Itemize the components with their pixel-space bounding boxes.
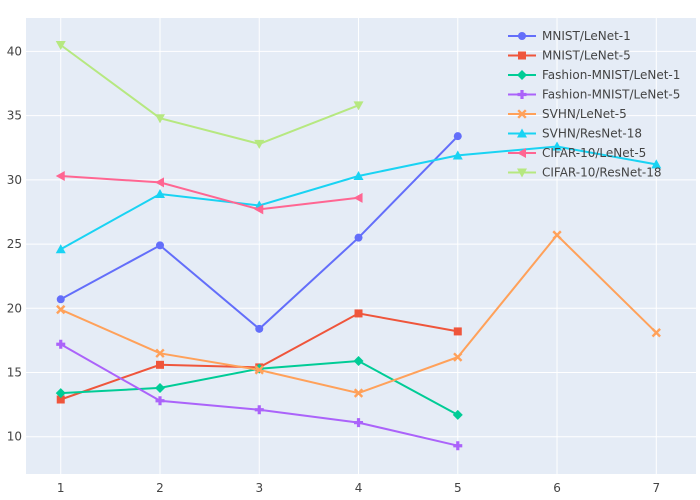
- data-point: [354, 418, 364, 428]
- legend-marker: [517, 168, 527, 178]
- data-point: [155, 348, 165, 358]
- y-tick-labels: 10 15 20 25 30 35 40: [7, 44, 22, 443]
- data-point: [353, 170, 364, 180]
- data-point: [453, 441, 463, 451]
- series-6: [55, 170, 363, 215]
- y-tick-label: 20: [7, 301, 22, 315]
- data-point: [453, 352, 463, 362]
- data-point: [55, 170, 65, 181]
- legend-item: Fashion-MNIST/LeNet-1: [508, 68, 680, 82]
- x-tick-label: 5: [454, 481, 462, 495]
- data-point: [255, 324, 264, 333]
- data-point: [254, 139, 265, 149]
- x-tick-label: 7: [652, 481, 660, 495]
- data-point: [353, 355, 364, 366]
- y-tick-label: 25: [7, 237, 22, 251]
- x-tick-label: 3: [255, 481, 263, 495]
- data-point: [552, 141, 563, 151]
- y-tick-label: 30: [7, 173, 22, 187]
- y-tick-label: 35: [7, 109, 22, 123]
- data-point: [353, 101, 364, 111]
- data-point: [452, 409, 463, 420]
- legend-label: CIFAR-10/ResNet-18: [542, 166, 662, 180]
- data-point: [156, 360, 164, 369]
- series-layer: [55, 40, 662, 451]
- legend-item: SVHN/LeNet-5: [508, 107, 627, 121]
- series-3: [56, 339, 463, 451]
- legend-label: MNIST/LeNet-1: [542, 29, 631, 43]
- y-tick-label: 10: [7, 430, 22, 444]
- data-point: [254, 365, 264, 375]
- data-point: [353, 192, 363, 203]
- data-point: [56, 295, 65, 304]
- legend-item: SVHN/ResNet-18: [508, 127, 642, 141]
- legend-label: SVHN/LeNet-5: [542, 107, 627, 121]
- legend-item: MNIST/LeNet-5: [508, 49, 631, 63]
- series-line: [60, 44, 359, 145]
- x-tick-label: 6: [553, 481, 561, 495]
- data-point: [155, 382, 165, 393]
- data-point: [156, 241, 164, 250]
- legend-item: CIFAR-10/ResNet-18: [508, 166, 662, 180]
- legend-marker: [517, 128, 527, 138]
- legend-marker: [517, 70, 527, 80]
- legend-marker: [518, 32, 526, 40]
- data-point: [55, 388, 66, 399]
- legend-label: Fashion-MNIST/LeNet-1: [542, 68, 680, 82]
- legend-label: Fashion-MNIST/LeNet-5: [542, 88, 680, 102]
- data-point: [56, 395, 65, 404]
- data-point: [651, 159, 662, 169]
- legend-marker: [517, 148, 526, 158]
- data-point: [155, 177, 164, 188]
- data-point: [254, 204, 264, 215]
- data-point: [354, 233, 363, 242]
- data-point: [55, 244, 66, 254]
- data-point: [155, 114, 165, 124]
- legend-marker: [518, 51, 526, 60]
- series-line: [60, 175, 359, 211]
- x-tick-label: 2: [156, 481, 164, 495]
- data-point: [55, 40, 66, 50]
- data-point: [155, 396, 165, 406]
- data-point: [56, 339, 66, 349]
- legend-label: SVHN/ResNet-18: [542, 127, 642, 141]
- data-point: [651, 328, 661, 338]
- legend-item: Fashion-MNIST/LeNet-5: [508, 88, 680, 102]
- plot-background: [26, 18, 696, 474]
- legend-label: CIFAR-10/LeNet-5: [542, 146, 646, 160]
- legend: MNIST/LeNet-1 MNIST/LeNet-5 Fashion-MNIST/…: [508, 29, 680, 180]
- y-tick-label: 15: [7, 366, 22, 380]
- data-point: [552, 230, 562, 240]
- data-point: [155, 188, 165, 198]
- data-point: [453, 132, 462, 141]
- data-point: [56, 304, 66, 315]
- x-tick-label: 4: [355, 481, 363, 495]
- legend-marker: [517, 109, 527, 119]
- data-point: [353, 388, 364, 398]
- legend-item: CIFAR-10/LeNet-5: [508, 146, 646, 160]
- legend-item: MNIST/LeNet-1: [508, 29, 631, 43]
- data-point: [254, 405, 264, 415]
- series-0: [56, 132, 462, 333]
- data-point: [453, 327, 462, 336]
- x-tick-label: 1: [57, 481, 65, 495]
- x-tick-labels: 1 2 3 4 5 6 7: [57, 481, 660, 495]
- legend-label: MNIST/LeNet-5: [542, 49, 631, 63]
- data-point: [452, 150, 463, 160]
- y-tick-label: 40: [7, 44, 22, 58]
- series-7: [55, 40, 364, 149]
- data-point: [354, 309, 363, 318]
- legend-marker: [517, 90, 527, 99]
- series-4: [56, 230, 661, 398]
